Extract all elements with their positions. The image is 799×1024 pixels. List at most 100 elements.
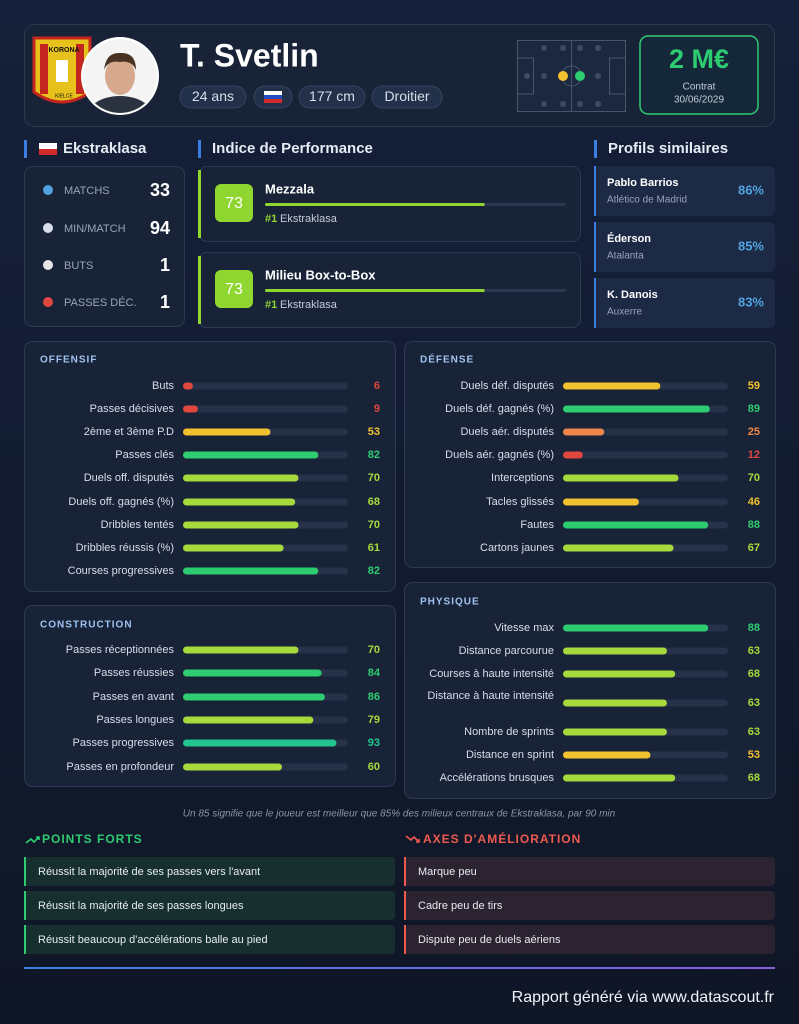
point-text: Réussit beaucoup d'accélérations balle a… <box>38 934 268 946</box>
point-card <box>24 891 395 920</box>
point-text: Réussit la majorité de ses passes longue… <box>38 900 244 912</box>
score: 73 <box>225 195 243 212</box>
point-text: Cadre peu de tirs <box>418 900 503 912</box>
tag <box>179 85 247 109</box>
stat-label: Buts <box>152 380 175 392</box>
bar <box>183 646 299 654</box>
stat-value: 84 <box>368 667 381 679</box>
stats-card <box>404 582 776 799</box>
stat-value: 63 <box>748 697 760 709</box>
footnote: Un 85 signifie que le joueur est meilleu… <box>183 809 616 820</box>
stat-icon <box>43 260 53 270</box>
card-accent <box>594 278 596 328</box>
stat-value: 6 <box>374 380 380 392</box>
stat-value: 70 <box>368 472 380 484</box>
card-accent <box>404 891 406 920</box>
role: Milieu Box-to-Box <box>265 267 376 282</box>
rank-league: Ekstraklasa <box>280 213 338 225</box>
stat-label: Duels déf. disputés <box>460 380 554 392</box>
stat-label: Interceptions <box>491 472 554 484</box>
card-accent <box>24 925 26 954</box>
point-text: Réussit la majorité de ses passes vers l… <box>38 866 260 878</box>
stat-label: Nombre de sprints <box>464 726 554 738</box>
stat-value: 89 <box>748 403 760 415</box>
section-title: PHYSIQUE <box>420 597 480 608</box>
similar-club: Atlético de Madrid <box>607 195 687 206</box>
club-city: KIELCE <box>55 93 73 99</box>
bar <box>183 763 282 771</box>
rank-league: Ekstraklasa <box>280 299 338 311</box>
bar <box>265 203 485 206</box>
bar <box>183 544 284 552</box>
stat-label: Passes réceptionnées <box>66 644 175 656</box>
bar <box>183 669 322 677</box>
stat-label: Vitesse max <box>494 622 554 634</box>
stat-value: 53 <box>748 749 760 761</box>
bar <box>183 739 337 747</box>
bar-track <box>563 428 728 436</box>
bar <box>183 567 319 575</box>
stat-label: Passes en avant <box>93 691 174 703</box>
stat-label: Passes réussies <box>94 667 175 679</box>
footer: Rapport généré via www.datascout.fr <box>512 989 775 1006</box>
score-box <box>215 184 253 222</box>
stat-value: 67 <box>748 542 760 554</box>
stat-label: Distance parcourue <box>459 645 554 657</box>
bar <box>183 428 271 436</box>
stat-value: 79 <box>368 714 380 726</box>
bar <box>183 405 198 413</box>
stat-label: Passes longues <box>96 714 174 726</box>
point-card <box>24 857 395 886</box>
flag <box>253 85 293 109</box>
similar-name: K. Danois <box>607 289 658 301</box>
stat-value: 86 <box>368 691 380 703</box>
bar <box>183 382 193 390</box>
pitch <box>517 40 626 112</box>
bar <box>563 647 667 655</box>
bar <box>563 544 674 552</box>
tag-text: 177 cm <box>309 88 355 104</box>
card-accent <box>198 170 201 238</box>
bar <box>563 428 605 436</box>
bar <box>563 474 679 482</box>
stat-label: Dribbles tentés <box>101 519 175 531</box>
bar <box>265 289 485 292</box>
stat-value: 63 <box>748 645 760 657</box>
stat-label: Passes progressives <box>73 737 175 749</box>
stat-label: Courses à haute intensité <box>429 668 554 680</box>
stat-label: Duels aér. gagnés (%) <box>445 449 554 461</box>
bar <box>183 474 299 482</box>
heading-accent <box>24 140 27 158</box>
down-icon <box>405 835 420 843</box>
stat-label: Accélérations brusques <box>440 772 555 784</box>
bar-track <box>183 382 348 390</box>
similar-name: Pablo Barrios <box>607 177 679 189</box>
bar <box>563 498 639 506</box>
bar <box>563 382 661 390</box>
divider <box>24 967 775 969</box>
club-logo <box>32 36 92 104</box>
bar <box>563 624 709 632</box>
stat-value: 9 <box>374 403 380 415</box>
stat-label: BUTS <box>64 260 93 272</box>
similar-match: 86% <box>738 182 764 197</box>
stat-value: 93 <box>368 737 380 749</box>
point-card <box>404 891 775 920</box>
stat-value: 63 <box>748 726 760 738</box>
stat-value: 61 <box>368 542 380 554</box>
stat-value: 68 <box>748 668 760 680</box>
stat-value: 33 <box>150 180 170 200</box>
stat-label: Tacles glissés <box>486 496 554 508</box>
stat-label: Duels off. gagnés (%) <box>68 496 174 508</box>
bar <box>183 451 319 459</box>
stats-card <box>24 341 396 592</box>
stat-label: Cartons jaunes <box>480 542 554 554</box>
similar-card <box>594 222 775 272</box>
similar-club: Atalanta <box>607 251 644 262</box>
point-text: Dispute peu de duels aériens <box>418 934 561 946</box>
stat-value: 68 <box>368 496 380 508</box>
bar <box>563 728 667 736</box>
rank: #1 <box>265 299 277 311</box>
stat-value: 25 <box>748 426 760 438</box>
